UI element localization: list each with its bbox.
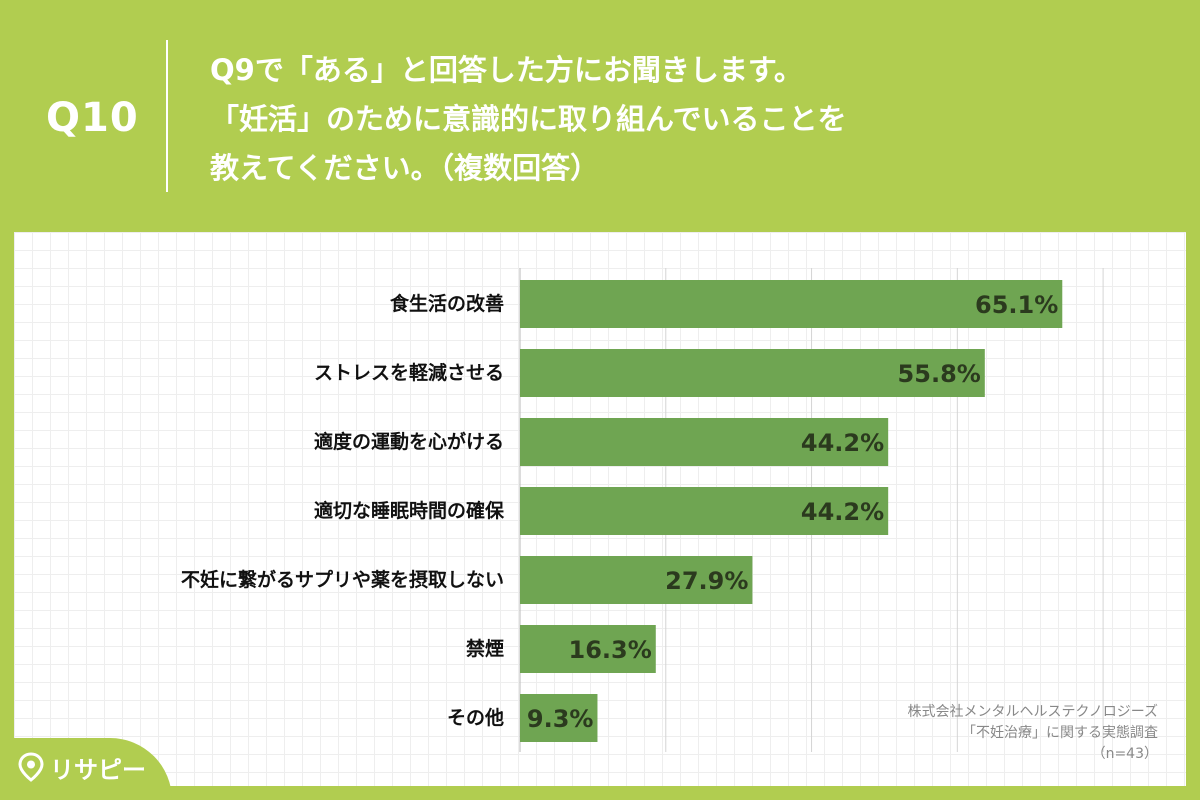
brand-logo: リサピー xyxy=(18,750,146,784)
value-label: 55.8% xyxy=(898,360,981,388)
category-label: 禁煙 xyxy=(466,637,504,660)
value-label: 16.3% xyxy=(569,636,652,664)
bar xyxy=(520,418,889,466)
question-number: Q10 xyxy=(46,95,139,141)
source-line: （n=43） xyxy=(1091,746,1158,762)
question-line: Q9で「ある」と回答した方にお聞きします。 xyxy=(210,53,803,87)
location-pin-icon xyxy=(18,752,44,782)
bar xyxy=(520,694,598,742)
bar xyxy=(520,556,753,604)
value-label: 27.9% xyxy=(665,567,748,595)
bar xyxy=(520,349,985,397)
category-label: 食生活の改善 xyxy=(390,292,504,315)
bar-chart: 食生活の改善 65.1% ストレスを軽減させる 55.8% 適度の運動を心がける 44.2… xyxy=(181,268,1104,752)
source-note: 株式会社メンタルヘルステクノロジーズ 「不妊治療」に関する実態調査 （n=43） xyxy=(908,702,1158,765)
value-label: 44.2% xyxy=(801,498,884,526)
logo-text: リサピー xyxy=(50,755,146,784)
bar xyxy=(520,487,889,535)
chart-panel: 食生活の改善 65.1% ストレスを軽減させる 55.8% 適度の運動を心がける 44.2… xyxy=(14,232,1186,786)
header-divider xyxy=(166,40,168,192)
category-label: 適切な睡眠時間の確保 xyxy=(314,499,505,522)
category-label: 適度の運動を心がける xyxy=(314,430,504,453)
bar xyxy=(520,280,1063,328)
question-line: 教えてください。（複数回答） xyxy=(210,151,600,185)
bar xyxy=(520,625,656,673)
source-line: 「不妊治療」に関する実態調査 xyxy=(962,725,1158,741)
category-label: その他 xyxy=(447,706,504,729)
question-text: Q9で「ある」と回答した方にお聞きします。 「妊活」のために意識的に取り組んでい… xyxy=(210,46,1170,193)
question-line: 「妊活」のために意識的に取り組んでいることを xyxy=(210,102,847,136)
question-header: Q10 Q9で「ある」と回答した方にお聞きします。 「妊活」のために意識的に取り… xyxy=(0,0,1200,232)
value-label: 44.2% xyxy=(801,429,884,457)
value-label: 65.1% xyxy=(975,291,1058,319)
source-line: 株式会社メンタルヘルステクノロジーズ xyxy=(907,704,1158,720)
logo-tab xyxy=(0,738,172,800)
category-label: ストレスを軽減させる xyxy=(314,361,504,384)
category-label: 不妊に繋がるサプリや薬を摂取しない xyxy=(181,568,504,591)
value-label: 9.3% xyxy=(527,705,594,733)
